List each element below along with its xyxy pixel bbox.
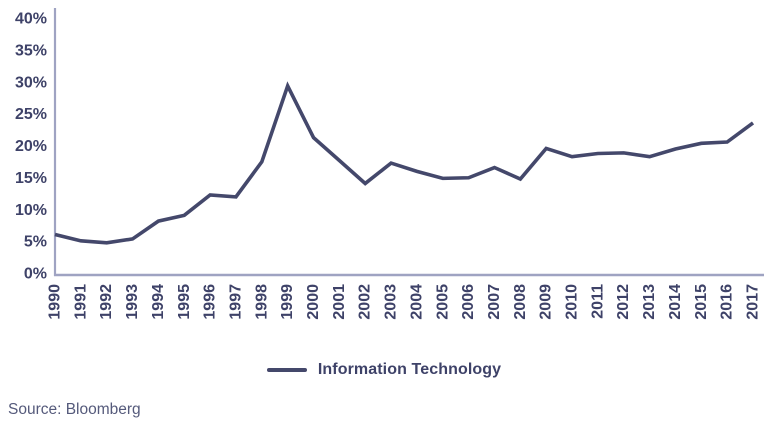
x-tick-label: 2006 — [460, 284, 477, 320]
legend: Information Technology — [0, 358, 768, 382]
y-tick-label: 40% — [15, 11, 47, 28]
information-technology-line — [54, 81, 755, 245]
x-tick-label: 1996 — [202, 284, 219, 320]
x-tick-label: 2017 — [745, 284, 762, 320]
x-tick-label: 2002 — [357, 284, 374, 320]
x-tick-label: 1991 — [72, 284, 89, 320]
source-note: Source: Bloomberg — [8, 401, 141, 418]
legend-line-swatch — [266, 368, 307, 372]
x-tick-label: 2000 — [305, 284, 322, 320]
x-tick-label: 1990 — [47, 284, 64, 320]
x-tick-label: 2011 — [589, 284, 606, 319]
x-tick-label: 1992 — [98, 284, 115, 320]
x-tick-label: 2016 — [719, 284, 736, 320]
x-tick-label: 2004 — [408, 284, 425, 320]
x-tick-label: 2010 — [564, 284, 581, 320]
x-tick-label: 2008 — [512, 284, 529, 320]
x-tick-label: 1999 — [279, 284, 296, 320]
x-tick-label: 2012 — [615, 284, 632, 320]
legend-label: Information Technology — [317, 361, 502, 378]
x-tick-label: 1997 — [227, 284, 244, 320]
x-tick-label: 2001 — [331, 284, 348, 320]
y-tick-label: 20% — [15, 138, 47, 155]
x-tick-label: 2014 — [667, 284, 684, 320]
y-tick-label: 10% — [15, 202, 47, 219]
it-sector-weight-chart: 0% 5% 10% 15% 20% 25% 30% 35% 40% 1990 1991 1992 199… — [15, 8, 764, 320]
x-tick-label: 2013 — [641, 284, 658, 320]
x-tick-label: 2009 — [538, 284, 555, 320]
x-tick-label: 2005 — [434, 284, 451, 320]
y-tick-label: 5% — [24, 234, 47, 251]
x-tick-label: 2007 — [486, 284, 503, 320]
y-tick-label: 15% — [15, 170, 47, 187]
y-tick-label: 35% — [15, 42, 47, 59]
x-tick-label: 1998 — [253, 284, 270, 320]
y-tick-label: 25% — [15, 106, 47, 123]
x-tick-label: 1995 — [176, 284, 193, 320]
x-tick-label: 1994 — [150, 284, 167, 320]
y-tick-label: 30% — [15, 74, 47, 91]
line-chart-area: 0% 5% 10% 15% 20% 25% 30% 35% 40% 1990 1991 1992 199… — [15, 8, 764, 320]
y-tick-label: 0% — [24, 266, 47, 283]
x-tick-label: 2015 — [693, 284, 710, 320]
x-tick-label: 1993 — [124, 284, 141, 320]
x-tick-label: 2003 — [383, 284, 400, 320]
